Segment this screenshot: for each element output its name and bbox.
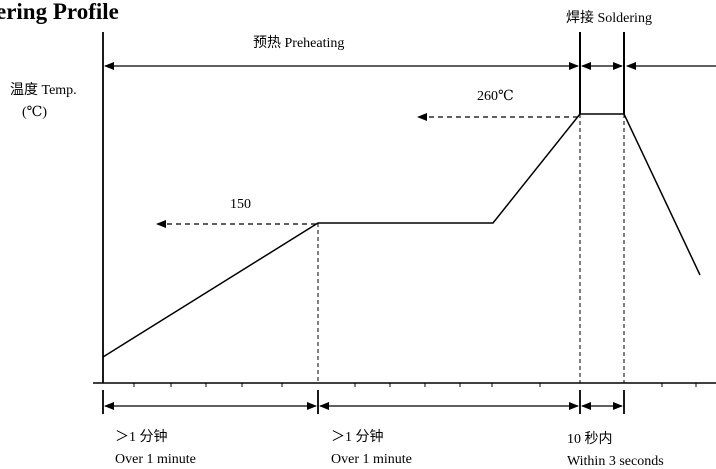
interval-3-en: Within 3 seconds <box>567 454 664 469</box>
interval-2-zh: ＞1 分钟 <box>331 428 384 445</box>
y-axis-label-2: (℃) <box>22 105 47 120</box>
interval-1-en: Over 1 minute <box>115 452 196 467</box>
x-axis-ticks <box>133 383 697 387</box>
diagram-title: ering Profile <box>0 0 119 24</box>
soldering-label: 焊接 Soldering <box>566 9 652 26</box>
peak-temp-label: 260℃ <box>477 89 514 104</box>
y-axis-label-1: 温度 Temp. <box>10 82 77 98</box>
interval-2-en: Over 1 minute <box>331 452 412 467</box>
temperature-profile-curve <box>102 113 701 358</box>
interval-3-zh: 10 秒内 <box>567 431 613 447</box>
preheating-label: 预热 Preheating <box>253 35 344 51</box>
preheat-temp-label: 150 <box>230 197 251 212</box>
interval-1-zh: ＞1 分钟 <box>115 428 168 445</box>
